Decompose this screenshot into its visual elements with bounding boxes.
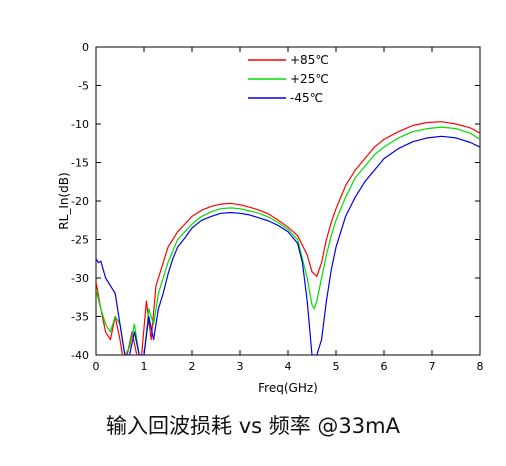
y-tick-label: -15 bbox=[71, 157, 89, 170]
x-tick-label: 4 bbox=[285, 360, 292, 373]
y-tick-label: -10 bbox=[71, 118, 89, 131]
series-line-1 bbox=[96, 126, 480, 355]
legend: +85℃ +25℃ -45℃ bbox=[248, 53, 329, 105]
x-tick-label: 3 bbox=[237, 360, 244, 373]
x-axis-ticks: 0 1 2 3 4 5 6 7 8 bbox=[93, 47, 484, 373]
y-tick-label: -35 bbox=[71, 311, 89, 324]
x-tick-label: 1 bbox=[141, 360, 148, 373]
x-tick-label: 2 bbox=[189, 360, 196, 373]
y-axis-label: RL_In(dB) bbox=[57, 172, 71, 229]
y-tick-label: -30 bbox=[71, 272, 89, 285]
series-line-2 bbox=[96, 135, 480, 355]
x-tick-label: 0 bbox=[93, 360, 100, 373]
x-tick-label: 7 bbox=[429, 360, 436, 373]
legend-label-2: -45℃ bbox=[290, 91, 323, 105]
x-axis-label: Freq(GHz) bbox=[258, 381, 318, 395]
y-tick-label: -20 bbox=[71, 195, 89, 208]
series-lines bbox=[96, 121, 480, 355]
x-tick-label: 5 bbox=[333, 360, 340, 373]
legend-label-1: +25℃ bbox=[290, 72, 329, 86]
legend-label-0: +85℃ bbox=[290, 53, 329, 67]
y-tick-label: 0 bbox=[82, 41, 89, 54]
x-tick-label: 8 bbox=[477, 360, 484, 373]
x-tick-label: 6 bbox=[381, 360, 388, 373]
y-tick-label: -5 bbox=[78, 80, 89, 93]
y-tick-label: -25 bbox=[71, 234, 89, 247]
y-tick-label: -40 bbox=[71, 349, 89, 362]
y-axis-ticks: 0 -5 -10 -15 -20 -25 -30 -35 -40 bbox=[71, 41, 480, 362]
series-line-0 bbox=[96, 121, 480, 355]
chart-caption: 输入回波损耗 vs 频率 @33mA bbox=[106, 414, 400, 438]
